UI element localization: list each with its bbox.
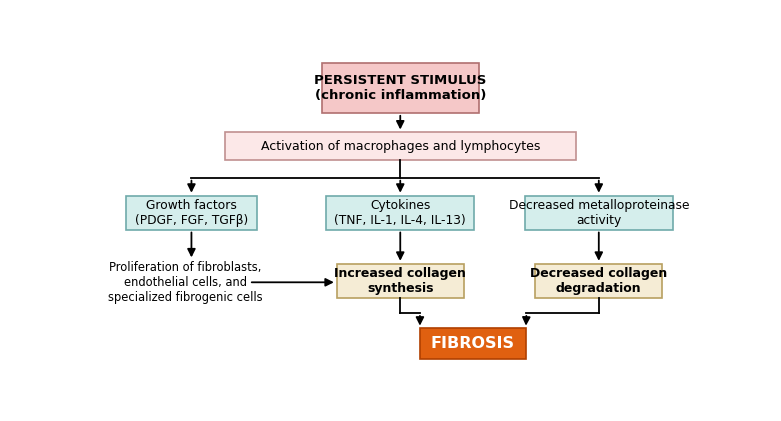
Text: Decreased metalloproteinase
activity: Decreased metalloproteinase activity — [508, 199, 689, 226]
Text: Proliferation of fibroblasts,
endothelial cells, and
specialized fibrogenic cell: Proliferation of fibroblasts, endothelia… — [108, 261, 262, 304]
Text: PERSISTENT STIMULUS
(chronic inflammation): PERSISTENT STIMULUS (chronic inflammatio… — [314, 74, 487, 102]
FancyBboxPatch shape — [326, 196, 474, 229]
Text: Activation of macrophages and lymphocytes: Activation of macrophages and lymphocyte… — [261, 140, 540, 153]
FancyBboxPatch shape — [420, 328, 526, 359]
Text: Cytokines
(TNF, IL-1, IL-4, IL-13): Cytokines (TNF, IL-1, IL-4, IL-13) — [334, 199, 466, 226]
Text: Decreased collagen
degradation: Decreased collagen degradation — [530, 266, 668, 295]
FancyBboxPatch shape — [127, 196, 256, 229]
FancyBboxPatch shape — [525, 196, 673, 229]
FancyBboxPatch shape — [225, 132, 576, 160]
Text: Increased collagen
synthesis: Increased collagen synthesis — [334, 266, 466, 295]
FancyBboxPatch shape — [337, 264, 464, 298]
FancyBboxPatch shape — [322, 63, 479, 113]
Text: Growth factors
(PDGF, FGF, TGFβ): Growth factors (PDGF, FGF, TGFβ) — [135, 199, 248, 226]
Text: FIBROSIS: FIBROSIS — [431, 336, 515, 352]
FancyBboxPatch shape — [535, 264, 662, 298]
